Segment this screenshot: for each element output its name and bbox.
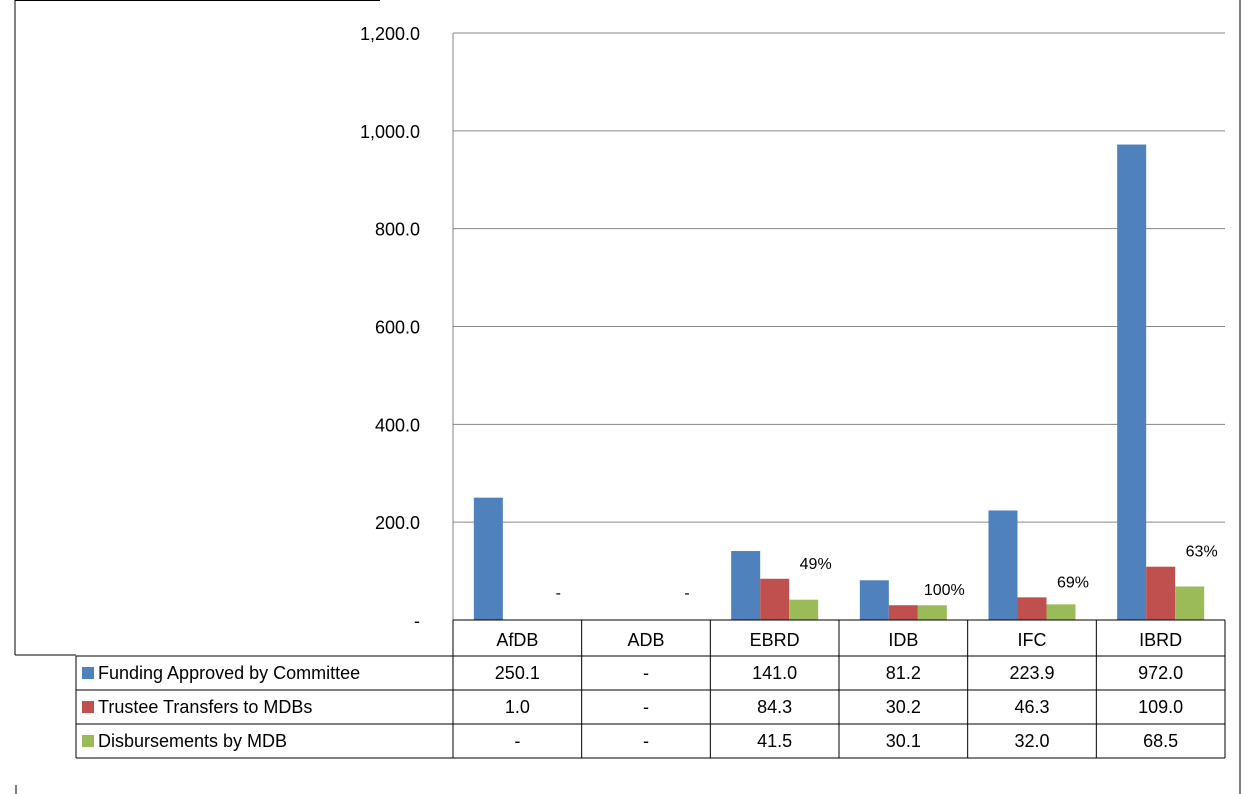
bar-annotation: 63%	[1186, 544, 1218, 561]
table-cell-value: 223.9	[1009, 663, 1054, 683]
table-cell-value: 32.0	[1014, 731, 1049, 751]
bar-disbursements-by-mdb	[1175, 586, 1205, 620]
bar-annotation: -	[684, 585, 689, 602]
table-cell-value: 41.5	[757, 731, 792, 751]
bar-annotation: -	[556, 585, 561, 602]
table-cell-value: -	[643, 731, 649, 751]
bar-funding-approved-by-committee	[988, 510, 1018, 620]
legend-swatch	[82, 735, 94, 747]
y-tick-label: 1,200.0	[360, 24, 420, 44]
table-cell-value: 30.1	[886, 731, 921, 751]
legend-swatch	[82, 701, 94, 713]
y-tick-label: 800.0	[375, 220, 420, 240]
bar-funding-approved-by-committee	[473, 497, 503, 620]
bar-funding-approved-by-committee	[731, 551, 761, 620]
table-cell-value: 109.0	[1138, 697, 1183, 717]
x-category-label: EBRD	[750, 630, 800, 650]
y-tick-label: 400.0	[375, 415, 420, 435]
bar-disbursements-by-mdb	[1046, 604, 1076, 620]
table-cell-value: 972.0	[1138, 663, 1183, 683]
table-cell-value: -	[643, 697, 649, 717]
y-tick-label: 1,000.0	[360, 122, 420, 142]
bar-funding-approved-by-committee	[859, 580, 889, 620]
bar-funding-approved-by-committee	[1117, 144, 1147, 620]
bar-trustee-transfers-to-mdbs	[888, 605, 918, 620]
x-category-label: IBRD	[1139, 630, 1182, 650]
table-cell-value: 250.1	[495, 663, 540, 683]
y-tick-label: 600.0	[375, 318, 420, 338]
legend-label: Disbursements by MDB	[98, 731, 287, 751]
table-cell-value: 1.0	[505, 697, 530, 717]
legend-label: Funding Approved by Committee	[98, 663, 360, 683]
legend-label: Trustee Transfers to MDBs	[98, 697, 312, 717]
y-tick-label: -	[414, 611, 420, 631]
bar-annotation: 49%	[800, 556, 832, 573]
bar-trustee-transfers-to-mdbs	[760, 578, 790, 620]
table-cell-value: 30.2	[886, 697, 921, 717]
x-category-label: IFC	[1018, 630, 1047, 650]
x-category-label: AfDB	[496, 630, 538, 650]
bar-trustee-transfers-to-mdbs	[1146, 566, 1176, 620]
table-cell-value: 68.5	[1143, 731, 1178, 751]
table-cell-value: 84.3	[757, 697, 792, 717]
table-cell-value: 81.2	[886, 663, 921, 683]
bar-annotation: 100%	[924, 582, 965, 599]
x-category-label: ADB	[627, 630, 664, 650]
table-cell-value: -	[514, 731, 520, 751]
legend-swatch	[82, 667, 94, 679]
y-tick-label: 200.0	[375, 513, 420, 533]
table-cell-value: 141.0	[752, 663, 797, 683]
bar-disbursements-by-mdb	[789, 599, 819, 620]
table-cell-value: -	[643, 663, 649, 683]
table-cell-value: 46.3	[1014, 697, 1049, 717]
x-category-label: IDB	[888, 630, 918, 650]
bar-annotation: 69%	[1057, 574, 1089, 591]
bar-disbursements-by-mdb	[917, 605, 947, 620]
bar-trustee-transfers-to-mdbs	[1017, 597, 1047, 620]
